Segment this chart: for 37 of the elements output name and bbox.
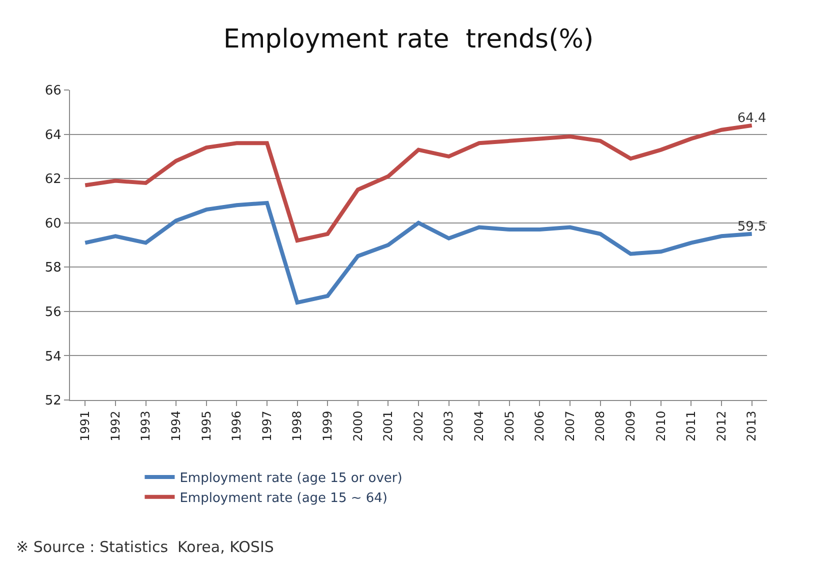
y-tick-label: 60 — [44, 216, 62, 232]
x-tick-label: 1998 — [290, 410, 304, 442]
x-tick-label: 2006 — [532, 410, 547, 442]
x-tick-label: 1996 — [230, 410, 244, 442]
y-tick-label: 56 — [44, 304, 62, 320]
x-tick-label: 1997 — [260, 410, 274, 442]
x-tick-label: 2004 — [472, 410, 486, 442]
x-tick-label: 1991 — [78, 410, 92, 442]
x-tick-label: 1999 — [320, 410, 334, 442]
x-tick-label: 2000 — [350, 410, 365, 442]
x-tick-label: 2003 — [442, 410, 456, 442]
x-tick-label: 1994 — [168, 410, 183, 442]
x-tick-label: 1995 — [199, 410, 214, 442]
y-tick-label: 54 — [44, 349, 62, 364]
x-tick-label: 2009 — [624, 410, 638, 442]
legend-label: Employment rate (age 15 or over) — [180, 471, 402, 486]
x-tick-label: 2002 — [411, 410, 426, 442]
x-tick-label: 2012 — [714, 410, 728, 442]
y-tick-label: 66 — [44, 84, 62, 99]
x-tick-label: 1992 — [108, 410, 122, 442]
y-tick-label: 62 — [44, 172, 62, 188]
x-tick-label: 2007 — [562, 410, 577, 442]
text: ※ Source : Statistics Korea, KOSIS — [16, 538, 274, 556]
chart-title: Employment rate trends(%) — [223, 24, 594, 54]
x-tick-label: 2005 — [502, 410, 516, 442]
y-tick-label: 64 — [44, 128, 62, 143]
x-tick-label: 2001 — [381, 410, 396, 442]
x-tick-label: 2013 — [744, 410, 759, 442]
x-tick-label: 2008 — [593, 410, 608, 442]
legend-label: Employment rate (age 15 ~ 64) — [180, 490, 388, 506]
y-tick-label: 58 — [44, 260, 62, 276]
y-tick-label: 52 — [44, 394, 62, 409]
x-tick-label: 1993 — [138, 410, 153, 442]
x-tick-label: 2010 — [654, 410, 668, 442]
data-label: 64.4 — [737, 111, 766, 126]
data-label: 59.5 — [737, 220, 766, 235]
x-tick-label: 2011 — [684, 410, 698, 442]
